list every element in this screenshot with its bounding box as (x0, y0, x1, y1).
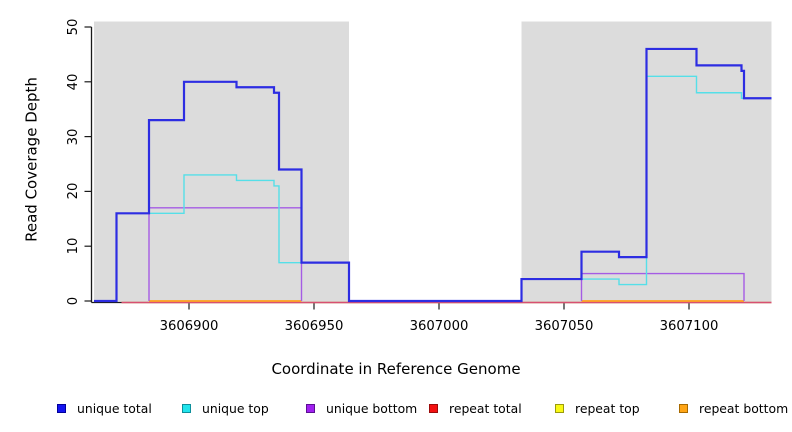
y-tick-label: 40 (66, 73, 81, 91)
y-axis-title: Read Coverage Depth (22, 77, 41, 242)
y-tick-label: 50 (66, 18, 81, 36)
left-gray-region (94, 21, 349, 302)
x-tick-label: 3606950 (284, 319, 344, 334)
y-tick-label: 20 (66, 183, 81, 200)
y-tick-label: 10 (66, 237, 81, 255)
x-tick-label: 3607100 (659, 319, 719, 334)
y-tick-label: 0 (66, 296, 81, 306)
x-axis-title: Coordinate in Reference Genome (271, 360, 521, 378)
y-tick-label: 30 (66, 128, 81, 145)
x-tick-label: 3606900 (159, 319, 219, 334)
x-tick-label: 3607000 (409, 319, 469, 334)
series-unique-total-line (94, 47, 772, 303)
x-tick-label: 3607050 (534, 319, 594, 334)
